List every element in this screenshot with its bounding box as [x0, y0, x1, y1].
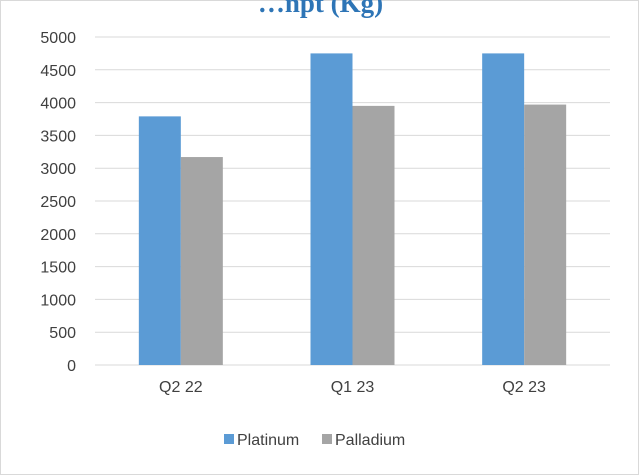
bar-platinum: [138, 116, 181, 365]
y-tick-label: 0: [67, 358, 76, 375]
y-axis-ticks: 0 500 1000 1500 2000 2500 3000 3500 4000 4500 5000: [40, 30, 76, 375]
x-tick-label: Q2 23: [502, 379, 546, 396]
y-tick-label: 1000: [40, 292, 76, 309]
legend-swatch: [224, 434, 234, 444]
y-tick-label: 4500: [40, 63, 76, 80]
y-tick-label: 500: [49, 325, 76, 342]
legend-swatch: [322, 434, 332, 444]
x-tick-label: Q1 23: [331, 379, 375, 396]
bar-palladium: [352, 105, 395, 365]
y-tick-label: 5000: [40, 30, 76, 47]
y-tick-label: 1500: [40, 260, 76, 277]
y-tick-label: 2500: [40, 194, 76, 211]
legend-label: Palladium: [335, 432, 405, 449]
bar-palladium: [524, 104, 567, 366]
legend-label: Platinum: [237, 432, 299, 449]
chart-title: …npt (Kg): [257, 0, 384, 18]
bar-platinum: [482, 53, 525, 366]
x-tick-label: Q2 22: [159, 379, 203, 396]
bar-palladium: [180, 157, 223, 365]
bar-platinum: [310, 53, 353, 366]
bars: [138, 53, 567, 366]
y-tick-label: 3500: [40, 128, 76, 145]
legend: Platinum Palladium: [224, 432, 405, 449]
y-tick-label: 2000: [40, 227, 76, 244]
x-axis-ticks: Q2 22 Q1 23 Q2 23: [159, 379, 546, 396]
y-tick-label: 4000: [40, 96, 76, 113]
y-tick-label: 3000: [40, 161, 76, 178]
